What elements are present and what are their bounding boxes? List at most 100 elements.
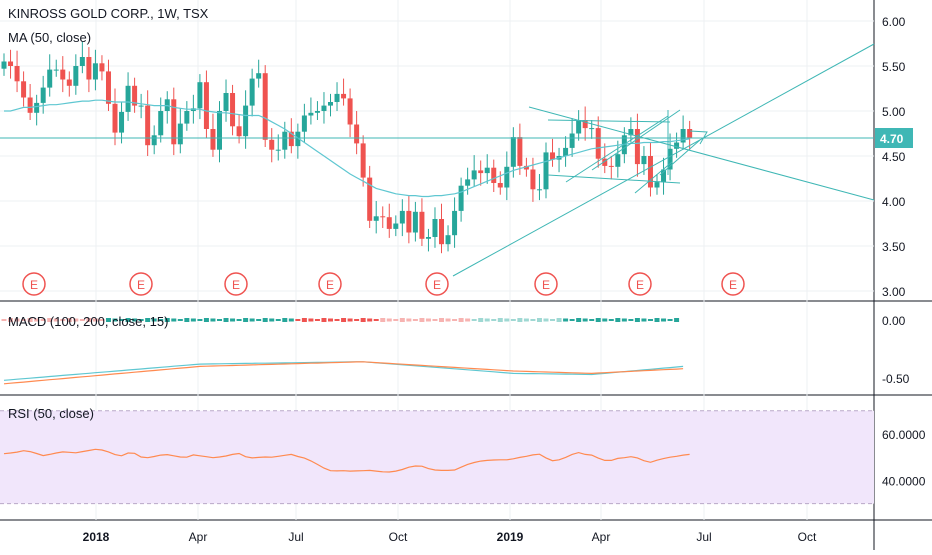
candle-body <box>661 169 667 183</box>
earnings-badge <box>425 272 449 296</box>
candle-body <box>236 126 242 137</box>
macd-histogram-bar <box>341 318 347 322</box>
candle-body <box>523 165 529 170</box>
candle-body <box>680 129 686 143</box>
macd-legend: MACD (100, 200, close, 15) <box>8 314 169 329</box>
candle-body <box>99 63 105 72</box>
macd-histogram-bar <box>256 319 262 321</box>
candle-body <box>595 128 601 159</box>
candle-body <box>380 216 386 218</box>
macd-histogram-bar <box>66 318 72 322</box>
macd-histogram-bar <box>582 318 588 322</box>
macd-histogram-bar <box>510 319 516 321</box>
candle-body <box>608 165 614 167</box>
macd-histogram-bar <box>523 318 529 322</box>
candle-body <box>282 131 288 150</box>
macd-histogram-bar <box>158 319 164 321</box>
macd-histogram-bar <box>295 319 301 321</box>
candle-body <box>452 210 458 236</box>
trend-drawings[interactable] <box>452 43 875 277</box>
earnings-badge-label: E <box>729 278 737 292</box>
macd-histogram-bar <box>60 319 66 321</box>
macd-histogram-bar <box>386 318 392 322</box>
candle-body <box>40 87 46 103</box>
ma-legend: MA (50, close) <box>8 30 92 45</box>
candle-body <box>360 143 366 178</box>
macd-histogram-bar <box>197 319 203 321</box>
macd-histogram-bar <box>1 319 7 321</box>
macd-histogram-bar <box>595 318 601 322</box>
time-tick-label: Apr <box>189 530 208 544</box>
price-tick-label: 5.50 <box>882 60 906 74</box>
candle-body <box>399 210 405 224</box>
macd-histogram-bar <box>471 319 477 321</box>
earnings-badge <box>628 272 652 296</box>
macd-histogram-bar <box>634 318 640 322</box>
macd-histogram-bar <box>119 319 125 321</box>
macd-histogram-bar <box>432 319 438 321</box>
price-tick-label: 3.00 <box>882 285 906 299</box>
macd-histogram-bar <box>190 318 196 322</box>
candle-body <box>197 82 203 109</box>
rsi-legend: RSI (50, close) <box>8 406 94 421</box>
candle-body <box>295 131 301 147</box>
macd-histogram-bar <box>164 318 170 322</box>
macd-histogram-bar <box>452 319 458 321</box>
macd-histogram-bar <box>484 318 490 322</box>
current-price-badge <box>875 128 913 148</box>
macd-histogram-bar <box>621 318 627 322</box>
macd-histogram-bar <box>301 318 307 322</box>
macd-histogram-bar <box>321 318 327 322</box>
candle-body <box>367 177 373 221</box>
macd-histogram-bar <box>34 318 40 322</box>
candle-body <box>406 210 412 233</box>
candle-body <box>301 115 307 132</box>
macd-histogram-bar <box>661 318 667 322</box>
candle-body <box>687 129 693 138</box>
macd-histogram-bar <box>216 319 222 321</box>
rsi-tick-label: 60.0000 <box>882 428 926 442</box>
candle-body <box>314 111 320 113</box>
earnings-badge-label: E <box>137 278 145 292</box>
macd-histogram-bar <box>439 318 445 322</box>
macd-histogram-bar <box>360 318 366 322</box>
candle-body <box>151 135 157 146</box>
macd-histogram-bar <box>262 318 268 322</box>
macd-histogram-bar <box>399 318 405 322</box>
candle-body <box>530 169 536 190</box>
candle-body <box>203 82 209 129</box>
candle-body <box>112 103 118 133</box>
candle-body <box>230 93 236 127</box>
candle-body <box>497 183 503 188</box>
candle-body <box>589 128 595 130</box>
candle-body <box>667 148 673 170</box>
earnings-badge <box>721 272 745 296</box>
macd-histogram-bar <box>576 318 582 322</box>
candle-body <box>92 63 98 80</box>
macd-histogram-bar <box>569 319 575 321</box>
macd-histogram-bar <box>563 318 569 322</box>
macd-tick-label: -0.50 <box>882 372 910 386</box>
candle-body <box>582 120 588 129</box>
rsi-line <box>3 448 690 473</box>
time-tick-label: 2019 <box>497 530 524 544</box>
macd-tick-label: 0.00 <box>882 314 906 328</box>
candle-body <box>8 61 14 66</box>
candle-body <box>458 185 464 211</box>
time-tick-label: Apr <box>592 530 611 544</box>
candle-body <box>393 223 399 229</box>
macd-histogram-bar <box>47 318 53 322</box>
macd-histogram-bar <box>654 318 660 322</box>
macd-histogram-bar <box>497 318 503 322</box>
earnings-badge-label: E <box>636 278 644 292</box>
candle-body <box>419 211 425 239</box>
candle-body <box>373 216 379 221</box>
candle-body <box>47 69 53 88</box>
trend-line <box>659 139 701 176</box>
macd-histogram-bar <box>615 318 621 322</box>
macd-histogram-bar <box>73 318 79 322</box>
earnings-badge-label: E <box>326 278 334 292</box>
macd-histogram-bar <box>406 318 412 322</box>
